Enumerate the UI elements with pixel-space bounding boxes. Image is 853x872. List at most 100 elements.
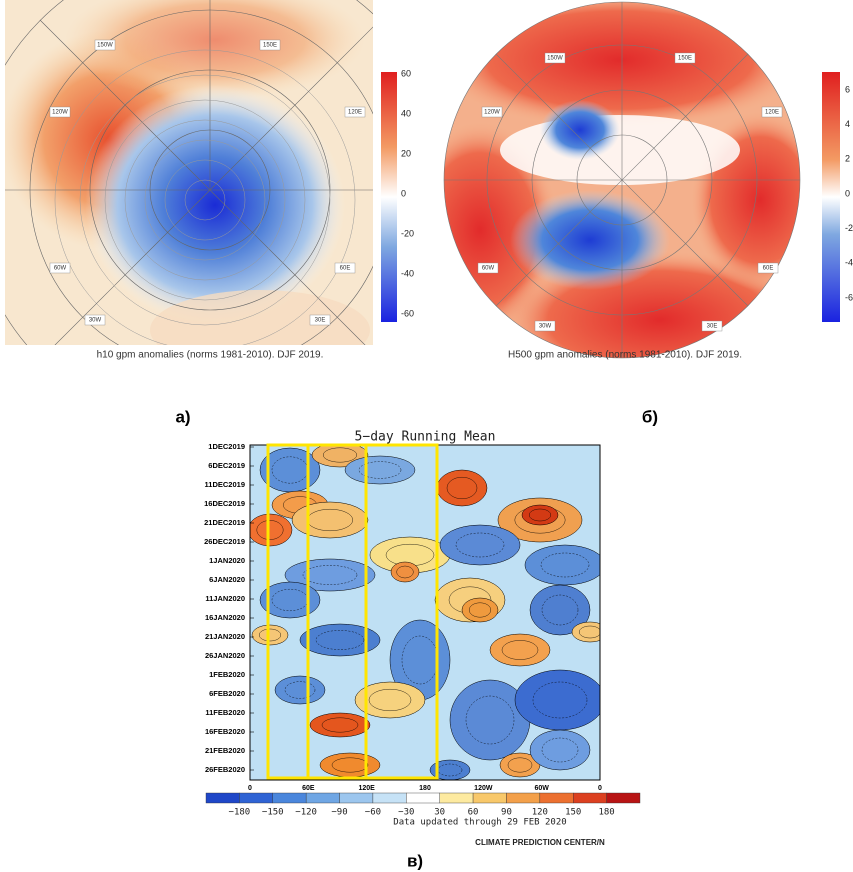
colorbar-tick-label: -20: [401, 228, 414, 238]
colorbar-tick-label: -40: [401, 268, 414, 278]
map-label: 120E: [765, 110, 779, 116]
x-tick-label: 0: [598, 785, 602, 792]
colorbar-tick-label: 20: [401, 148, 411, 158]
colorbar-tick-label: -6: [845, 292, 853, 302]
note: Data updated through 29 FEB 2020: [393, 818, 566, 828]
anomaly-area: [572, 622, 608, 642]
x-tick-label: 120W: [474, 785, 493, 792]
colorbar-swatch: [506, 793, 539, 803]
anomaly-area: [320, 753, 380, 777]
map-label: 150E: [678, 56, 692, 62]
map-label: 60W: [54, 266, 67, 272]
colorbar-tick-label: -4: [845, 258, 853, 268]
anomaly-area: [462, 598, 498, 622]
colorbar-tick-label: 6: [845, 84, 850, 94]
y-tick-label: 26DEC2019: [204, 537, 245, 546]
x-tick-label: 60E: [302, 785, 315, 792]
colorbar-tick-label: −60: [365, 808, 381, 818]
colorbar-tick-label: −150: [262, 808, 284, 818]
anomaly-area: [310, 713, 370, 737]
colorbar-tick-label: 4: [845, 119, 850, 129]
anomaly-area: [515, 670, 605, 730]
y-tick-label: 26JAN2020: [205, 651, 245, 660]
colorbar-tick-label: −120: [295, 808, 317, 818]
colorbar-b: [822, 72, 840, 322]
y-tick-label: 16FEB2020: [205, 727, 245, 736]
panel-label: а): [175, 407, 190, 426]
x-tick-label: 180: [419, 785, 431, 792]
colorbar-tick-label: 60: [401, 68, 411, 78]
anomaly-area: [490, 634, 550, 666]
anomaly-area: [300, 624, 380, 656]
colorbar-tick-label: 0: [845, 188, 850, 198]
figure: h10 gpm anomalies (norms 1981-2010). DJF…: [0, 0, 853, 872]
colorbar-tick-label: 60: [468, 808, 479, 818]
chart-title: 5−day Running Mean: [355, 430, 496, 445]
anomaly-area: [275, 676, 325, 704]
colorbar-tick-label: −180: [229, 808, 251, 818]
y-tick-label: 1FEB2020: [209, 670, 245, 679]
colorbar-tick-label: 120: [532, 808, 548, 818]
colorbar-swatch: [406, 793, 439, 803]
x-tick-label: 60W: [534, 785, 549, 792]
anomaly-area: [437, 470, 487, 506]
y-tick-label: 11JAN2020: [205, 594, 245, 603]
colorbar-swatch: [306, 793, 339, 803]
hovmoller: [248, 443, 608, 780]
y-tick-label: 26FEB2020: [205, 765, 245, 774]
map-label: 30W: [89, 318, 102, 324]
colorbar-tick-label: 90: [501, 808, 512, 818]
colorbar-swatch: [540, 793, 573, 803]
map-label: 150W: [97, 43, 113, 49]
y-tick-label: 1DEC2019: [208, 442, 245, 451]
colorbar-tick-label: 30: [434, 808, 445, 818]
colorbar-swatch: [206, 793, 239, 803]
anomaly-area: [252, 625, 288, 645]
colorbar-swatch: [473, 793, 506, 803]
map-label: 30W: [539, 324, 552, 330]
map-label: 30E: [315, 318, 326, 324]
y-tick-label: 21JAN2020: [205, 632, 245, 641]
y-tick-label: 16DEC2019: [204, 499, 245, 508]
anomaly-area: [440, 525, 520, 565]
y-tick-label: 6FEB2020: [209, 689, 245, 698]
y-tick-label: 11FEB2020: [205, 708, 245, 717]
anomaly-area: [391, 562, 419, 582]
map-label: 60E: [763, 266, 774, 272]
colorbar-swatch: [340, 793, 373, 803]
colorbar-swatch: [373, 793, 406, 803]
colorbar-tick-label: -2: [845, 223, 853, 233]
map-label: 150W: [547, 56, 563, 62]
y-tick-label: 11DEC2019: [205, 480, 245, 489]
colorbar-tick-label: 0: [401, 188, 406, 198]
anomaly-area: [248, 514, 292, 546]
y-tick-label: 6JAN2020: [209, 575, 245, 584]
anomaly-area: [530, 730, 590, 770]
caption: H500 gpm anomalies (norms 1981-2010). DJ…: [508, 350, 742, 361]
anomaly-area: [522, 505, 558, 525]
map-label: 150E: [263, 43, 277, 49]
colorbar-tick-label: 40: [401, 108, 411, 118]
y-tick-label: 16JAN2020: [205, 613, 245, 622]
map-label: 120W: [484, 110, 500, 116]
map-label: 120W: [52, 110, 68, 116]
map-label: 120E: [348, 110, 362, 116]
credit: CLIMATE PREDICTION CENTER/N: [475, 838, 605, 847]
colorbar-swatch: [573, 793, 606, 803]
y-tick-label: 21DEC2019: [204, 518, 245, 527]
panel-label: в): [407, 851, 423, 870]
colorbar-tick-label: −90: [331, 808, 347, 818]
x-tick-label: 0: [248, 785, 252, 792]
colorbar-tick-label: −30: [398, 808, 414, 818]
map-label: 60W: [482, 266, 495, 272]
colorbar-swatch: [273, 793, 306, 803]
y-tick-label: 1JAN2020: [209, 556, 245, 565]
colorbar-tick-label: 180: [598, 808, 614, 818]
caption: h10 gpm anomalies (norms 1981-2010). DJF…: [97, 350, 324, 361]
colorbar-tick-label: 2: [845, 154, 850, 164]
anomaly-area: [292, 502, 368, 538]
map-label: 30E: [707, 324, 718, 330]
colorbar-a: [381, 72, 397, 322]
x-tick-label: 120E: [358, 785, 375, 792]
y-tick-label: 21FEB2020: [205, 746, 245, 755]
